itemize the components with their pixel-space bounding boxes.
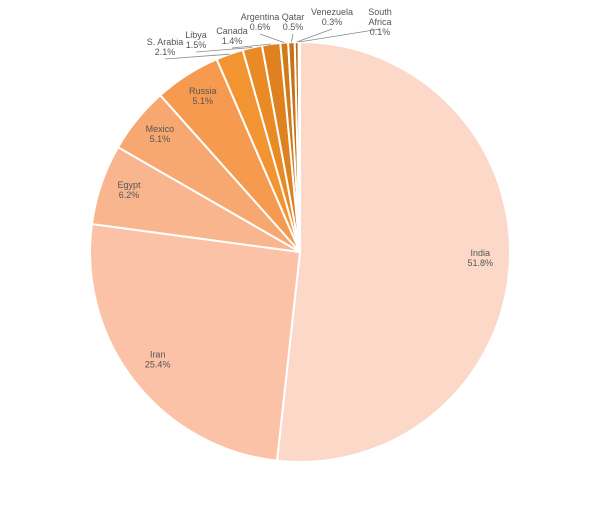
slice-label-south-africa: South Africa 0.1% (368, 7, 392, 37)
leader-line-s-arabia (164, 53, 230, 60)
slice-label-iran: Iran 25.4% (145, 349, 171, 369)
slice-label-russia: Russia 5.1% (189, 86, 217, 106)
slice-label-india: India 51.8% (468, 248, 494, 268)
slice-label-libya: Libya 1.5% (185, 30, 207, 50)
slice-south-africa (297, 40, 301, 253)
slice-label-mexico: Mexico 5.1% (146, 124, 175, 144)
slice-label-s-arabia: S. Arabia 2.1% (147, 37, 184, 57)
slice-label-venezuela: Venezuela 0.3% (311, 7, 353, 27)
leader-lines (164, 28, 381, 60)
leader-line-qatar (291, 33, 294, 43)
leader-line-venezuela (296, 28, 333, 43)
slice-labels: India 51.8% Iran 25.4% Egypt 6.2% Mexico 5.1% Ru… (117, 7, 493, 369)
slice-label-qatar: Qatar 0.5% (282, 12, 305, 32)
leader-line-canada (231, 43, 272, 49)
slice-label-argentina: Argentina 0.6% (241, 12, 280, 32)
slice-label-egypt: Egypt 6.2% (117, 180, 141, 200)
leader-line-libya (195, 47, 253, 53)
leader-line-south-africa (299, 28, 381, 43)
slice-iran (89, 222, 302, 462)
leader-line-argentina (259, 33, 285, 43)
slice-india (275, 40, 511, 463)
slice-label-canada: Canada 1.4% (216, 26, 248, 46)
pie-slices (89, 40, 511, 463)
